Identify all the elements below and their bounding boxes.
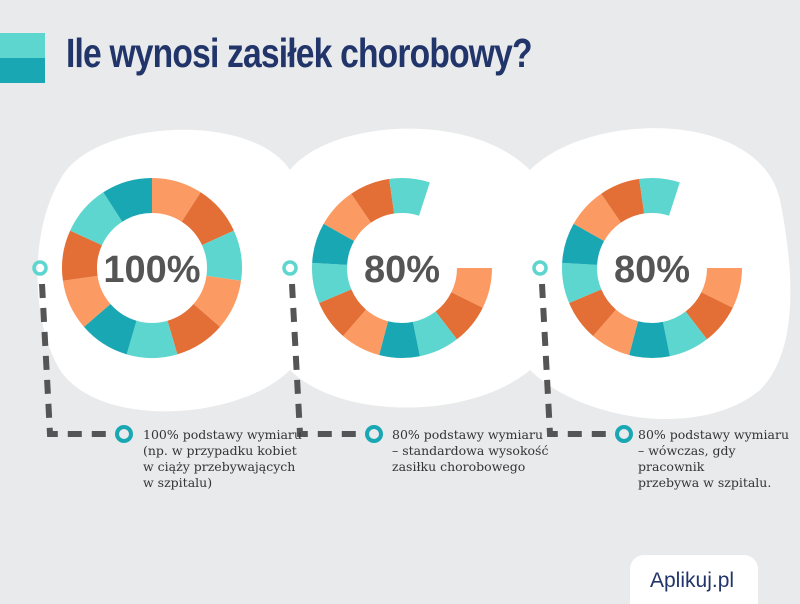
description-1: 100% podstawy wymiaru (np. w przypadku k… — [143, 427, 302, 491]
donut-segment — [351, 178, 395, 223]
description-line: w ciąży przebywających — [143, 459, 296, 474]
connector-end-icon — [365, 425, 383, 443]
description-line: zasiłku chorobowego — [392, 459, 526, 474]
connector-start-icon — [32, 260, 48, 276]
donut-segment — [593, 309, 639, 356]
donut-segment — [389, 178, 430, 216]
donut-segment — [312, 223, 355, 265]
description-line: przebywa w szpitalu. — [638, 475, 772, 490]
donut-segment — [685, 292, 733, 340]
donut-segment — [103, 178, 152, 222]
donut-segment — [629, 321, 670, 358]
donut-segment — [167, 304, 221, 355]
dashed-connector — [539, 283, 612, 437]
description-2: 80% podstawy wymiaru – standardowa wysok… — [392, 427, 548, 475]
donut-segment — [323, 193, 371, 241]
description-line: 100% podstawy wymiaru — [143, 427, 302, 442]
title-decoration-icon — [0, 33, 45, 83]
donut-segment — [662, 311, 707, 357]
donut-segment — [83, 304, 137, 355]
donut-segment — [193, 275, 242, 327]
description-3: 80% podstawy wymiaru – wówczas, gdy prac… — [638, 427, 800, 491]
donut-segment — [701, 268, 742, 308]
description-line: 80% podstawy wymiaru — [392, 427, 544, 442]
description-line: 80% podstawy wymiaru — [638, 427, 790, 442]
connector-end-icon — [115, 425, 133, 443]
donut-segment — [312, 262, 352, 304]
donut-segment — [601, 178, 645, 223]
donut-segment — [569, 289, 616, 337]
donut-segment — [573, 193, 621, 241]
donut-segment — [70, 192, 123, 246]
donut-segment — [562, 223, 605, 265]
description-line: w szpitalu) — [143, 475, 213, 490]
description-line: – standardowa wysokość — [392, 443, 549, 458]
brand-logo: Aplikuj.pl — [630, 555, 758, 604]
donut-segment — [435, 292, 483, 340]
donut-segment — [451, 268, 493, 308]
donut-segment — [343, 309, 389, 356]
donut-segment — [62, 275, 111, 327]
donut-segment — [62, 230, 102, 281]
percent-label: 80% — [364, 249, 440, 291]
dashed-connector — [289, 283, 362, 437]
donut-segment — [319, 289, 366, 337]
donut-segment — [126, 320, 178, 359]
brand-name: Aplikuj.pl — [650, 569, 735, 592]
donut-segment — [202, 230, 242, 281]
donut-segment — [181, 192, 234, 246]
dashed-connector — [39, 283, 112, 437]
donut-segment — [639, 178, 680, 216]
percent-label: 80% — [614, 249, 690, 291]
percent-label: 100% — [103, 249, 200, 291]
donut-segment — [152, 178, 201, 222]
page-title: Ile wynosi zasiłek chorobowy? — [66, 30, 533, 76]
donut-segment — [379, 321, 420, 359]
connector-end-icon — [615, 425, 633, 443]
connector-start-icon — [282, 260, 298, 276]
connector-start-icon — [532, 260, 548, 276]
description-line: – wówczas, gdy pracownik — [638, 443, 736, 474]
donut-segment — [562, 262, 602, 304]
description-line: (np. w przypadku kobiet — [143, 443, 297, 458]
donut-segment — [412, 311, 457, 357]
